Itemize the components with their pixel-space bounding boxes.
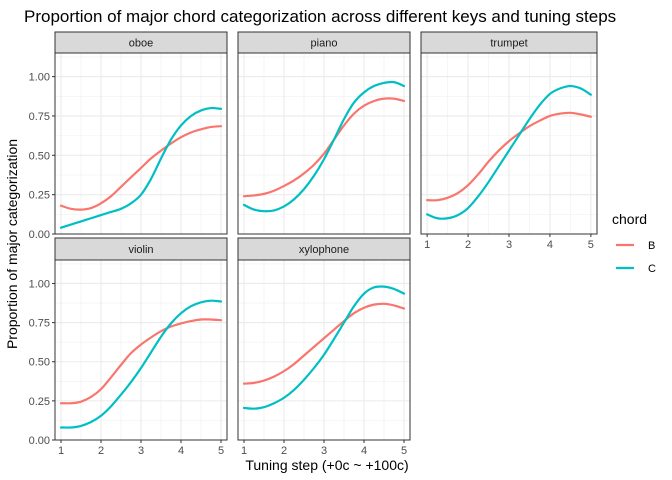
series-line-C bbox=[426, 84, 592, 220]
y-tick-label: 0.00 bbox=[29, 229, 50, 241]
x-tick-label: 2 bbox=[465, 239, 471, 251]
x-tick-label: 3 bbox=[506, 239, 512, 251]
x-tick-label: 3 bbox=[138, 445, 144, 457]
chart-title: Proportion of major chord categorization… bbox=[24, 7, 616, 26]
panel-border bbox=[54, 52, 228, 235]
x-tick-label: 3 bbox=[321, 445, 327, 457]
x-tick-label: 1 bbox=[241, 445, 247, 457]
y-tick-label: 1.00 bbox=[29, 72, 50, 84]
legend: chord BC bbox=[612, 211, 656, 275]
x-tick-label: 4 bbox=[178, 445, 184, 457]
y-axis-title: Proportion of major categorization bbox=[4, 139, 20, 349]
series-line-B bbox=[242, 302, 406, 385]
x-tick-label: 1 bbox=[58, 445, 64, 457]
legend-label: C bbox=[648, 263, 656, 275]
x-tick-label: 2 bbox=[98, 445, 104, 457]
x-tick-label: 2 bbox=[281, 445, 287, 457]
y-tick-label: 0.75 bbox=[29, 318, 50, 330]
panel-oboe: oboe 0.00 0.25 0.50 0.75 1.00 bbox=[29, 31, 228, 241]
strip-label: trumpet bbox=[490, 38, 527, 50]
y-tick-label: 1.00 bbox=[29, 278, 50, 290]
y-tick-label: 0.25 bbox=[29, 190, 50, 202]
x-tick-label: 4 bbox=[547, 239, 553, 251]
y-tick-label: 0.25 bbox=[29, 396, 50, 408]
legend-entry-C: C bbox=[616, 263, 656, 275]
x-tick-label: 5 bbox=[218, 445, 224, 457]
strip-label: xylophone bbox=[299, 244, 349, 256]
series-line-C bbox=[59, 299, 223, 429]
strip-label: violin bbox=[128, 244, 153, 256]
strip-label: piano bbox=[311, 38, 338, 50]
series-line-C bbox=[242, 285, 406, 410]
series-line-C bbox=[59, 106, 223, 229]
strip-label: oboe bbox=[129, 38, 153, 50]
y-tick-label: 0.00 bbox=[29, 435, 50, 447]
series-line-B bbox=[242, 97, 406, 198]
series-line-C bbox=[242, 80, 406, 213]
panel-piano: piano bbox=[237, 31, 411, 235]
panel-trumpet: trumpet 1 2 3 4 5 bbox=[420, 31, 598, 251]
legend-entry-B: B bbox=[616, 240, 655, 252]
x-tick-label: 4 bbox=[361, 445, 367, 457]
x-tick-label: 1 bbox=[424, 239, 430, 251]
series-line-B bbox=[426, 111, 592, 202]
y-tick-label: 0.50 bbox=[29, 150, 50, 162]
facet-panels: oboe 0.00 0.25 0.50 0.75 1.00 piano trumpet 1 2 3 4… bbox=[29, 31, 598, 457]
panel-border bbox=[237, 52, 411, 235]
x-tick-label: 5 bbox=[401, 445, 407, 457]
panel-xylophone: xylophone 1 2 3 4 5 bbox=[237, 237, 411, 457]
y-tick-label: 0.75 bbox=[29, 111, 50, 123]
legend-title: chord bbox=[612, 211, 647, 227]
series-line-B bbox=[59, 318, 223, 405]
panel-violin: violin 0.00 0.25 0.50 0.75 1.00 1 2 3 4 5 bbox=[29, 237, 228, 457]
y-tick-label: 0.50 bbox=[29, 357, 50, 369]
legend-label: B bbox=[648, 240, 655, 252]
series-line-B bbox=[59, 125, 223, 211]
x-tick-label: 5 bbox=[588, 239, 594, 251]
x-axis-title: Tuning step (+0c ~ +100c) bbox=[245, 457, 408, 473]
